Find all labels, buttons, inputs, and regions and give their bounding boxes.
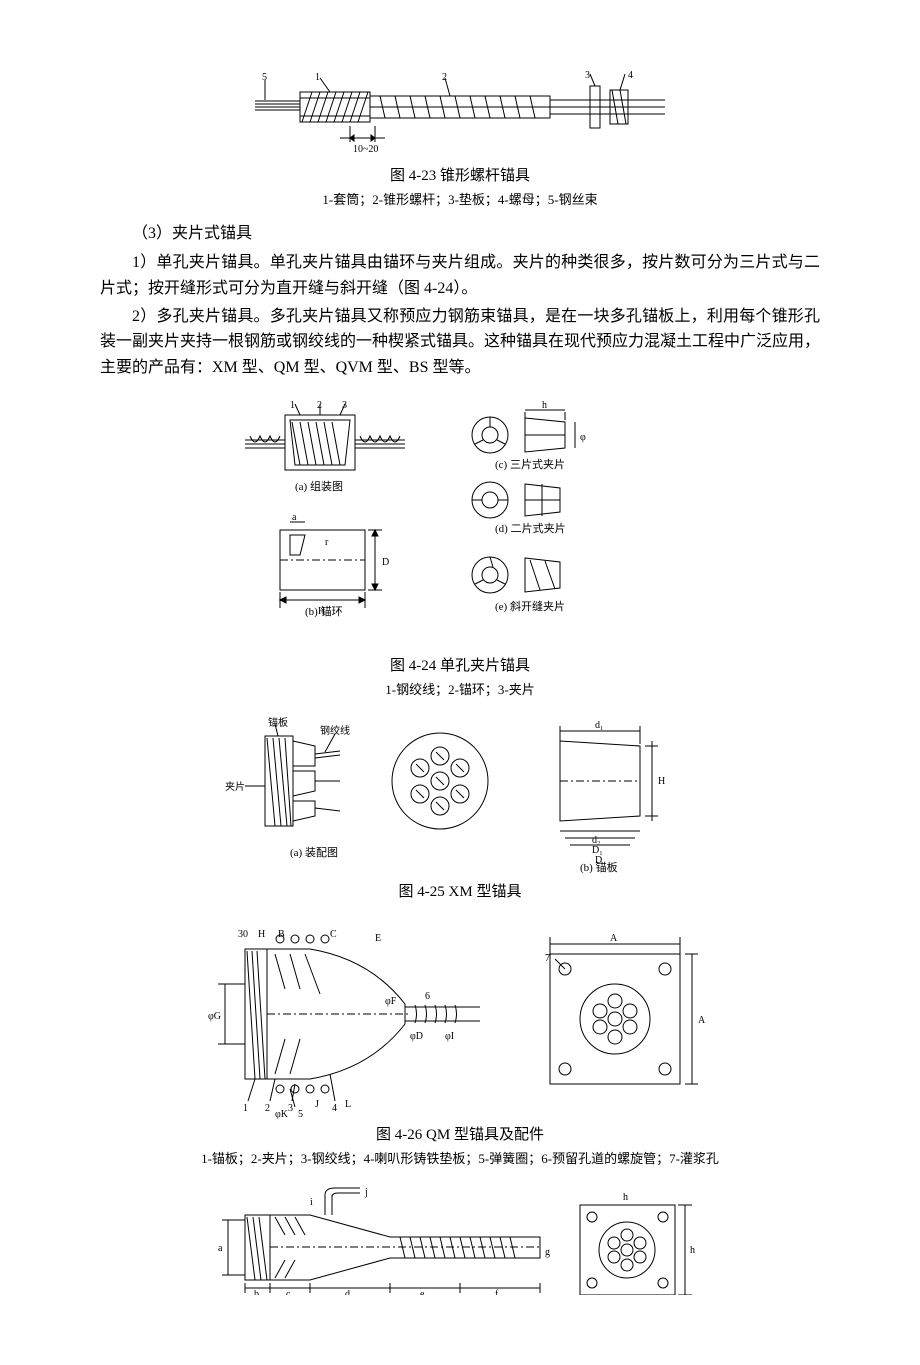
svg-text:b: b xyxy=(254,1289,259,1295)
svg-text:(a) 装配图: (a) 装配图 xyxy=(290,846,338,859)
svg-text:6: 6 xyxy=(425,991,430,1002)
svg-text:(d) 二片式夹片: (d) 二片式夹片 xyxy=(495,522,566,535)
figure-4-26: 30 H B C E A A 6 7 φG φF φD φI 1 2 3 4 5… xyxy=(100,929,820,1170)
svg-text:2: 2 xyxy=(442,72,447,83)
svg-text:c: c xyxy=(286,1289,291,1295)
svg-text:锚板: 锚板 xyxy=(268,716,288,729)
svg-text:5: 5 xyxy=(262,72,267,83)
svg-text:L: L xyxy=(345,1099,351,1110)
fig-4-26-caption: 1-锚板；2-夹片；3-钢绞线；4-喇叭形铸铁垫板；5-弹簧圈；6-预留孔道的螺… xyxy=(100,1149,820,1170)
fig-4-24-diagram: 1 2 3 (a) 组装图 (b) 锚环 (c) 三片式夹片 (d) 二片式夹片… xyxy=(230,400,690,650)
svg-text:1: 1 xyxy=(315,72,320,83)
svg-text:4: 4 xyxy=(628,70,633,81)
fig-4-23-caption: 1-套筒；2-锥形螺杆；3-垫板；4-螺母；5-钢丝束 xyxy=(100,190,820,211)
svg-text:H: H xyxy=(318,606,325,617)
svg-text:f: f xyxy=(495,1289,499,1295)
svg-text:d: d xyxy=(345,1289,350,1295)
svg-text:a: a xyxy=(292,512,297,523)
figure-4-23: 5 1 2 3 4 10~20 图 4-23 锥形螺杆锚具 1-套筒；2-锥形螺… xyxy=(100,70,820,211)
svg-text:a: a xyxy=(218,1243,223,1254)
svg-text:φK: φK xyxy=(275,1109,289,1119)
figure-4-27: a b c d e f g h h i j xyxy=(100,1185,820,1295)
svg-text:H: H xyxy=(658,776,665,787)
svg-text:φ: φ xyxy=(580,432,586,443)
svg-text:g: g xyxy=(545,1247,550,1258)
heading-3: （3）夹片式锚具 xyxy=(100,221,820,247)
svg-text:φF: φF xyxy=(385,996,397,1007)
svg-text:4: 4 xyxy=(332,1103,337,1114)
svg-text:A: A xyxy=(698,1015,706,1026)
svg-text:φI: φI xyxy=(445,1031,454,1042)
svg-text:30: 30 xyxy=(238,929,248,940)
svg-text:(b) 锚板: (b) 锚板 xyxy=(580,860,618,874)
fig-4-23-title: 图 4-23 锥形螺杆锚具 xyxy=(100,164,820,188)
svg-text:d₁: d₁ xyxy=(595,720,604,731)
figure-4-25: 锚板 钢绞线 夹片 d₁ H d₂ D₁ D (a) 装配图 (b) 锚板 图 … xyxy=(100,716,820,904)
svg-text:r: r xyxy=(325,537,329,548)
svg-text:1: 1 xyxy=(290,400,295,411)
svg-text:H: H xyxy=(258,929,265,940)
svg-text:钢绞线: 钢绞线 xyxy=(320,724,350,737)
fig-4-24-title: 图 4-24 单孔夹片锚具 xyxy=(100,654,820,678)
figure-4-24: 1 2 3 (a) 组装图 (b) 锚环 (c) 三片式夹片 (d) 二片式夹片… xyxy=(100,400,820,701)
svg-text:h: h xyxy=(542,400,547,411)
svg-text:J: J xyxy=(315,1099,319,1110)
svg-text:A: A xyxy=(610,933,618,944)
svg-text:i: i xyxy=(310,1197,313,1208)
svg-text:h: h xyxy=(623,1192,628,1203)
svg-text:j: j xyxy=(364,1187,368,1198)
svg-text:B: B xyxy=(278,929,285,940)
fig-4-26-title: 图 4-26 QM 型锚具及配件 xyxy=(100,1123,820,1147)
svg-text:h: h xyxy=(690,1245,695,1256)
svg-text:C: C xyxy=(330,929,337,940)
fig-4-25-title: 图 4-25 XM 型锚具 xyxy=(100,880,820,904)
svg-text:3: 3 xyxy=(585,70,590,81)
svg-text:(c) 三片式夹片: (c) 三片式夹片 xyxy=(495,458,565,471)
svg-text:D: D xyxy=(382,557,389,568)
svg-text:E: E xyxy=(375,933,381,944)
paragraph-2: 2）多孔夹片锚具。多孔夹片锚具又称预应力钢筋束锚具，是在一块多孔锚板上，利用每个… xyxy=(100,304,820,381)
svg-text:1: 1 xyxy=(243,1103,248,1114)
svg-text:φD: φD xyxy=(410,1031,423,1042)
svg-text:10~20: 10~20 xyxy=(353,144,378,155)
svg-text:夹片: 夹片 xyxy=(225,780,245,793)
svg-text:φG: φG xyxy=(208,1011,221,1022)
svg-text:7: 7 xyxy=(545,953,550,964)
fig-4-25-diagram: 锚板 钢绞线 夹片 d₁ H d₂ D₁ D (a) 装配图 (b) 锚板 xyxy=(220,716,700,876)
svg-text:e: e xyxy=(420,1289,425,1295)
svg-text:(a) 组装图: (a) 组装图 xyxy=(295,479,343,493)
fig-4-24-caption: 1-钢绞线；2-锚环；3-夹片 xyxy=(100,680,820,701)
svg-text:(e) 斜开缝夹片: (e) 斜开缝夹片 xyxy=(495,599,565,613)
svg-text:5: 5 xyxy=(298,1109,303,1119)
svg-text:3: 3 xyxy=(342,400,347,411)
fig-4-26-diagram: 30 H B C E A A 6 7 φG φF φD φI 1 2 3 4 5… xyxy=(200,929,720,1119)
fig-4-23-diagram: 5 1 2 3 4 10~20 xyxy=(250,70,670,160)
paragraph-1: 1）单孔夹片锚具。单孔夹片锚具由锚环与夹片组成。夹片的种类很多，按片数可分为三片… xyxy=(100,250,820,301)
fig-4-27-diagram: a b c d e f g h h i j xyxy=(210,1185,710,1295)
svg-text:3: 3 xyxy=(288,1103,293,1114)
svg-text:2: 2 xyxy=(317,400,322,411)
svg-text:2: 2 xyxy=(265,1103,270,1114)
